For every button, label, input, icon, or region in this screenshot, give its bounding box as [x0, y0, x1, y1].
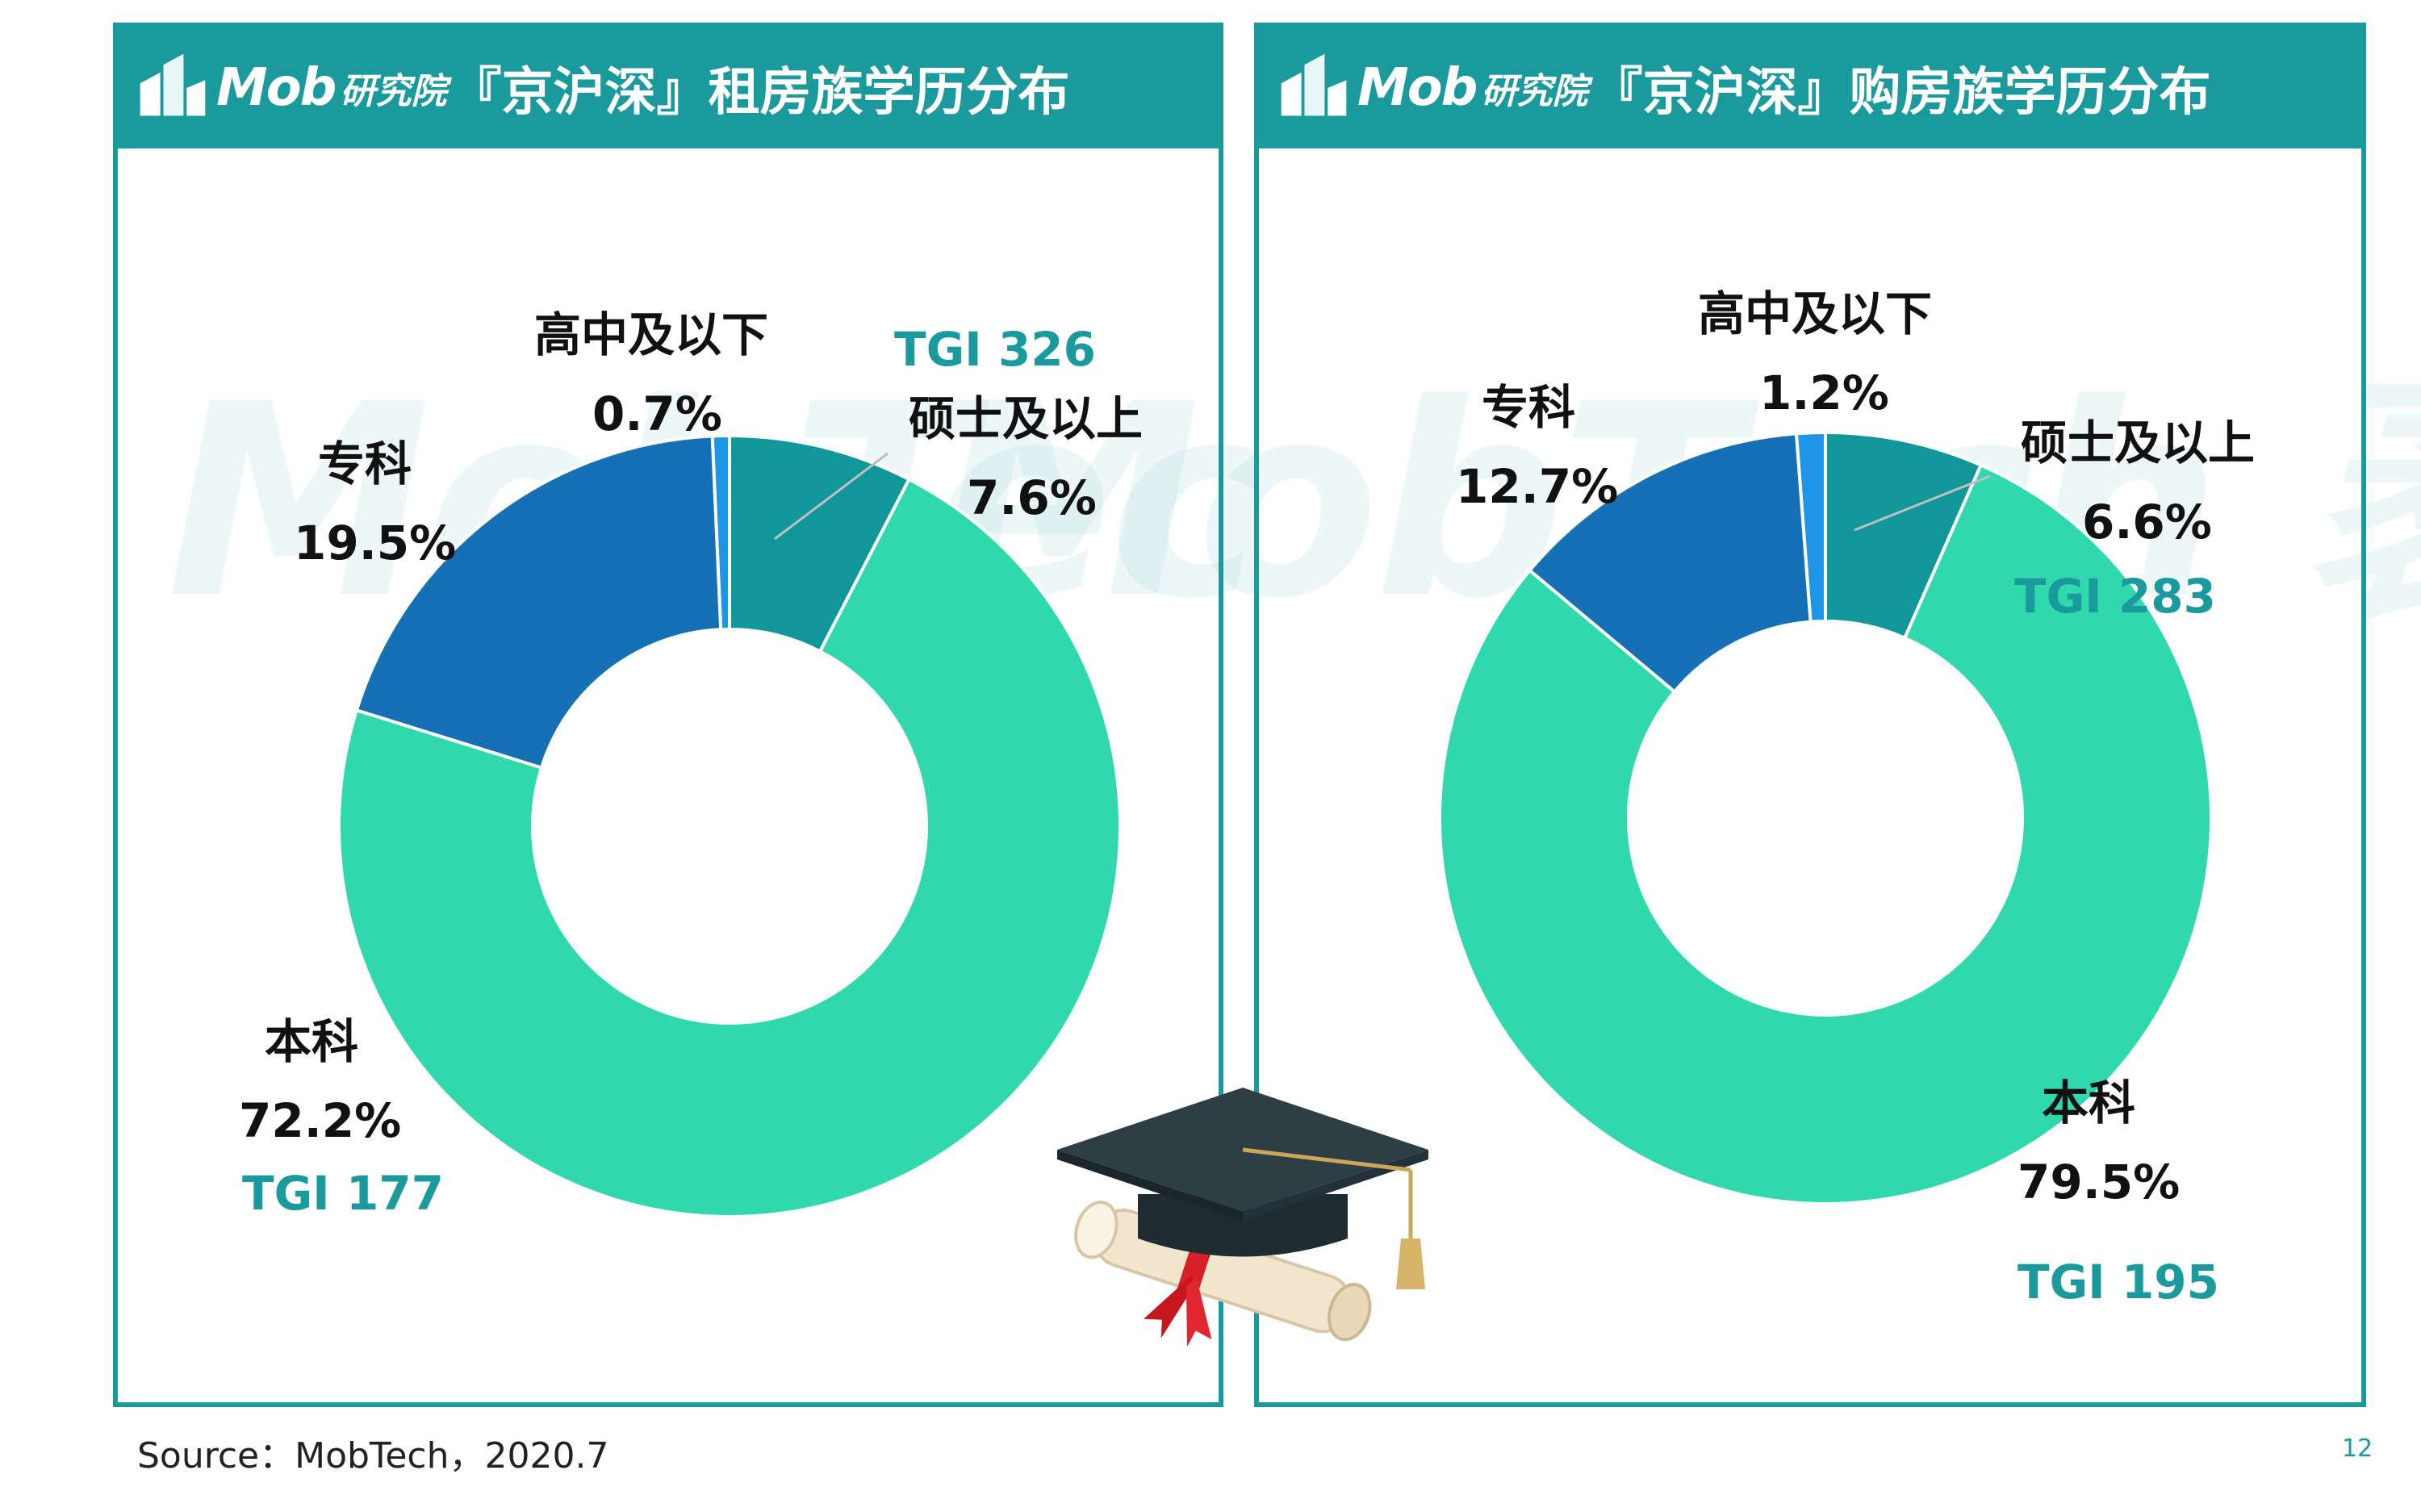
panel-header: Mob 研究院 『京沪深』购房族学历分布: [1259, 27, 2361, 148]
brand-sub: 研究院: [1481, 71, 1588, 112]
brand-name: Mob: [1357, 58, 1478, 118]
page-number: 12: [2342, 1435, 2373, 1463]
source-note: Source：MobTech，2020.7: [137, 1435, 609, 1476]
label-zk-name: 专科: [318, 436, 412, 491]
brand-sub: 研究院: [340, 71, 447, 112]
donut-slice-bachelor: [1438, 462, 2213, 1205]
label-master-pct: 6.6%: [2082, 495, 2212, 549]
graduation-cap-icon: [1057, 1088, 1428, 1347]
label-bk-tgi: TGI 195: [2018, 1255, 2220, 1309]
label-hs-name: 高中及以下: [1698, 286, 1933, 341]
donut-rent: [337, 433, 1122, 1218]
label-hs-name: 高中及以下: [534, 307, 769, 362]
label-hs-pct: 1.2%: [1759, 365, 1889, 420]
donut-slice-highschool: [1794, 430, 1827, 624]
label-bk-name: 本科: [2042, 1076, 2136, 1130]
label-master-name: 硕士及以上: [909, 391, 1144, 446]
donut-slice-bachelor: [337, 477, 1122, 1218]
mob-logo-icon: [1281, 53, 1347, 116]
panel-header: Mob 研究院 『京沪深』租房族学历分布: [118, 27, 1219, 148]
mob-logo-icon: [140, 53, 206, 116]
label-zk-name: 专科: [1482, 380, 1576, 435]
label-bk-name: 本科: [265, 1014, 359, 1069]
label-hs-pct: 0.7%: [592, 386, 722, 441]
leader-line-master-buy: [1854, 474, 1991, 532]
chart-title: 『京沪深』租房族学历分布: [449, 63, 1070, 123]
chart-title: 『京沪深』购房族学历分布: [1591, 63, 2211, 123]
donut-buy: [1438, 430, 2213, 1205]
label-bk-pct: 79.5%: [2018, 1155, 2181, 1209]
label-bk-tgi: TGI 177: [242, 1166, 445, 1221]
leader-line-master-rent: [774, 452, 889, 541]
donut-slice-associate: [354, 434, 723, 771]
label-master-tgi: TGI 283: [2014, 569, 2217, 624]
donut-slice-associate: [1527, 432, 1813, 695]
label-bk-pct: 72.2%: [239, 1093, 402, 1148]
label-master-name: 硕士及以上: [2021, 416, 2256, 470]
label-zk-pct: 12.7%: [1456, 459, 1619, 514]
label-master-tgi: TGI 326: [894, 322, 1097, 377]
brand-name: Mob: [216, 58, 337, 118]
donut-slice-highschool: [710, 433, 731, 632]
label-master-pct: 7.6%: [967, 470, 1097, 525]
label-zk-pct: 19.5%: [294, 516, 457, 570]
